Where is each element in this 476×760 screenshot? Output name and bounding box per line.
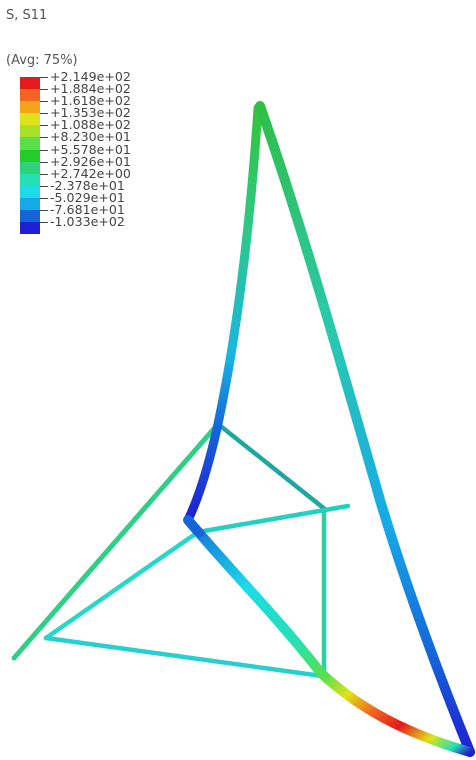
legend-value: +1.884e+02 (50, 81, 131, 97)
legend-tick (40, 89, 48, 91)
variable-label: S, S11 (6, 8, 48, 23)
legend-value: -5.029e+01 (50, 189, 125, 205)
legend-tick (40, 113, 48, 115)
legend-tick (40, 125, 48, 127)
legend-tick (40, 197, 48, 199)
legend-value: +2.149e+02 (50, 69, 131, 84)
legend-swatch (20, 161, 40, 174)
legend-tick (40, 149, 48, 151)
legend-tick (40, 173, 48, 175)
legend-swatch (20, 185, 40, 198)
legend-value: +1.353e+02 (50, 105, 131, 121)
legend-value: +1.088e+02 (50, 117, 131, 133)
member-bottom-chord (43, 635, 325, 679)
legend-tick (40, 185, 48, 187)
legend-swatch (20, 89, 40, 102)
member-mast (183, 103, 263, 525)
legend-value: +5.578e+01 (50, 141, 131, 157)
legend-tick (40, 137, 48, 139)
legend-value: +8.230e+01 (50, 129, 131, 145)
legend-tick (40, 77, 48, 78)
legend-swatch (20, 113, 40, 126)
legend-tick (40, 161, 48, 163)
member-left-upper (11, 421, 221, 661)
legend-value: -1.033e+02 (50, 214, 125, 230)
legend-swatch (20, 173, 40, 186)
legend-tick (40, 101, 48, 103)
legend-value: +1.618e+02 (50, 93, 131, 109)
legend-swatch (20, 197, 40, 211)
averaging-label: (Avg: 75%) (6, 53, 78, 68)
legend-value: -2.378e+01 (50, 177, 125, 193)
legend-swatch (20, 210, 40, 223)
member-right-chord (255, 101, 475, 757)
legend-swatch (20, 137, 40, 150)
legend-tick (40, 222, 48, 224)
legend-swatch (20, 125, 40, 138)
member-joint (183, 515, 205, 538)
legend-swatch (20, 77, 40, 90)
legend-swatch (20, 222, 40, 235)
member-left-mid (43, 529, 201, 641)
member-lower-arc (183, 515, 475, 757)
legend-value: +2.926e+01 (50, 153, 131, 169)
legend-value: +2.742e+00 (50, 165, 131, 181)
legend-swatch (20, 149, 40, 162)
member-upper-brace (215, 421, 329, 513)
legend-tick (40, 210, 48, 212)
legend-swatch (20, 101, 40, 114)
legend-value: -7.681e+01 (50, 202, 125, 218)
